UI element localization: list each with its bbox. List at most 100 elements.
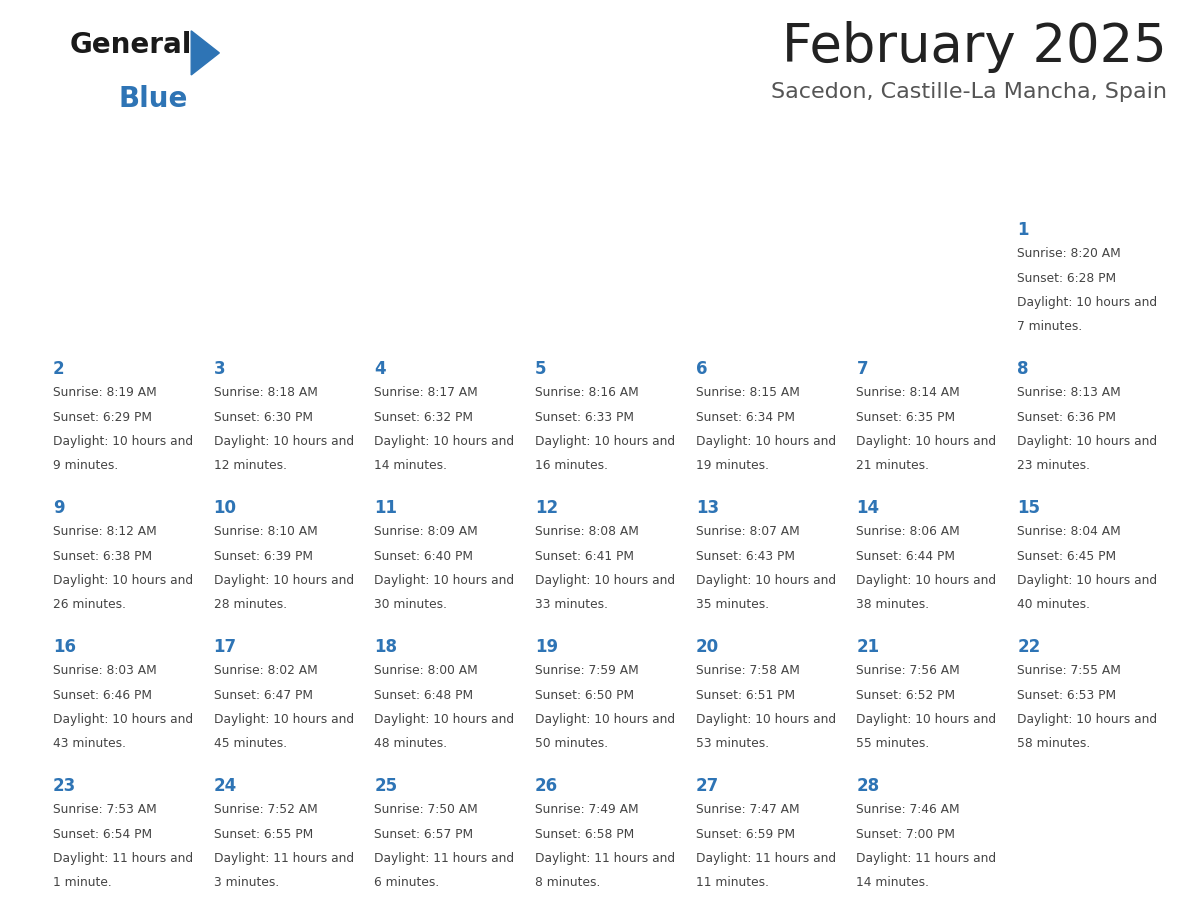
Text: Sunrise: 8:10 AM: Sunrise: 8:10 AM bbox=[214, 525, 317, 538]
Text: Sunrise: 8:15 AM: Sunrise: 8:15 AM bbox=[696, 386, 800, 399]
Text: Sunset: 6:38 PM: Sunset: 6:38 PM bbox=[52, 550, 152, 563]
Text: Sunrise: 8:14 AM: Sunrise: 8:14 AM bbox=[857, 386, 960, 399]
Text: February 2025: February 2025 bbox=[782, 21, 1167, 73]
Text: Sunset: 6:30 PM: Sunset: 6:30 PM bbox=[214, 410, 312, 423]
Text: 16 minutes.: 16 minutes. bbox=[535, 459, 608, 472]
Text: 58 minutes.: 58 minutes. bbox=[1017, 737, 1091, 750]
Text: Sunrise: 7:46 AM: Sunrise: 7:46 AM bbox=[857, 803, 960, 816]
Text: 12: 12 bbox=[535, 498, 558, 517]
Text: Saturday: Saturday bbox=[1019, 178, 1110, 196]
Text: Sunset: 6:32 PM: Sunset: 6:32 PM bbox=[374, 410, 473, 423]
Text: Sunrise: 8:08 AM: Sunrise: 8:08 AM bbox=[535, 525, 639, 538]
Text: Daylight: 10 hours and: Daylight: 10 hours and bbox=[1017, 435, 1157, 448]
Text: Sunset: 6:51 PM: Sunset: 6:51 PM bbox=[696, 688, 795, 701]
Text: Sunrise: 8:20 AM: Sunrise: 8:20 AM bbox=[1017, 247, 1121, 260]
Text: 12 minutes.: 12 minutes. bbox=[214, 459, 286, 472]
Text: 14 minutes.: 14 minutes. bbox=[374, 459, 447, 472]
Text: 50 minutes.: 50 minutes. bbox=[535, 737, 608, 750]
Text: 9: 9 bbox=[52, 498, 64, 517]
Text: Sunrise: 8:02 AM: Sunrise: 8:02 AM bbox=[214, 665, 317, 677]
Text: 22: 22 bbox=[1017, 638, 1041, 655]
Text: Daylight: 11 hours and: Daylight: 11 hours and bbox=[696, 852, 836, 865]
Text: 40 minutes.: 40 minutes. bbox=[1017, 599, 1091, 611]
Text: Daylight: 10 hours and: Daylight: 10 hours and bbox=[857, 435, 997, 448]
Text: Sunset: 6:45 PM: Sunset: 6:45 PM bbox=[1017, 550, 1117, 563]
Text: Daylight: 11 hours and: Daylight: 11 hours and bbox=[52, 852, 192, 865]
Text: 6: 6 bbox=[696, 360, 707, 378]
Text: 48 minutes.: 48 minutes. bbox=[374, 737, 448, 750]
Text: 33 minutes.: 33 minutes. bbox=[535, 599, 608, 611]
Text: Sunset: 6:33 PM: Sunset: 6:33 PM bbox=[535, 410, 634, 423]
Text: Tuesday: Tuesday bbox=[375, 178, 457, 196]
Text: 28: 28 bbox=[857, 777, 879, 795]
Text: Daylight: 10 hours and: Daylight: 10 hours and bbox=[857, 713, 997, 726]
Text: 7 minutes.: 7 minutes. bbox=[1017, 320, 1082, 333]
Text: Sunset: 6:53 PM: Sunset: 6:53 PM bbox=[1017, 688, 1117, 701]
Text: 15: 15 bbox=[1017, 498, 1041, 517]
Text: Monday: Monday bbox=[215, 178, 295, 196]
Text: Sunrise: 8:03 AM: Sunrise: 8:03 AM bbox=[52, 665, 157, 677]
Text: Sunrise: 7:55 AM: Sunrise: 7:55 AM bbox=[1017, 665, 1121, 677]
Text: Sunrise: 8:12 AM: Sunrise: 8:12 AM bbox=[52, 525, 157, 538]
Text: 3 minutes.: 3 minutes. bbox=[214, 876, 279, 890]
Text: Sunrise: 8:17 AM: Sunrise: 8:17 AM bbox=[374, 386, 478, 399]
Text: 3: 3 bbox=[214, 360, 226, 378]
Text: Sunset: 6:54 PM: Sunset: 6:54 PM bbox=[52, 827, 152, 841]
Text: Sunset: 6:35 PM: Sunset: 6:35 PM bbox=[857, 410, 955, 423]
Text: 28 minutes.: 28 minutes. bbox=[214, 599, 286, 611]
Text: 38 minutes.: 38 minutes. bbox=[857, 599, 929, 611]
Text: Sunset: 6:29 PM: Sunset: 6:29 PM bbox=[52, 410, 152, 423]
Text: Sunset: 6:43 PM: Sunset: 6:43 PM bbox=[696, 550, 795, 563]
Text: Daylight: 10 hours and: Daylight: 10 hours and bbox=[214, 574, 354, 587]
Text: Daylight: 10 hours and: Daylight: 10 hours and bbox=[535, 435, 675, 448]
Text: Sunrise: 7:58 AM: Sunrise: 7:58 AM bbox=[696, 665, 800, 677]
Text: 9 minutes.: 9 minutes. bbox=[52, 459, 118, 472]
Text: Sunrise: 8:09 AM: Sunrise: 8:09 AM bbox=[374, 525, 478, 538]
Text: Sunset: 6:39 PM: Sunset: 6:39 PM bbox=[214, 550, 312, 563]
Text: Sunrise: 7:56 AM: Sunrise: 7:56 AM bbox=[857, 665, 960, 677]
Text: 6 minutes.: 6 minutes. bbox=[374, 876, 440, 890]
Text: 16: 16 bbox=[52, 638, 76, 655]
Text: Sunset: 6:47 PM: Sunset: 6:47 PM bbox=[214, 688, 312, 701]
Text: Daylight: 10 hours and: Daylight: 10 hours and bbox=[374, 574, 514, 587]
Text: Sunrise: 8:13 AM: Sunrise: 8:13 AM bbox=[1017, 386, 1121, 399]
Text: 25: 25 bbox=[374, 777, 398, 795]
Text: Sunday: Sunday bbox=[55, 178, 129, 196]
Text: 45 minutes.: 45 minutes. bbox=[214, 737, 286, 750]
Text: 19: 19 bbox=[535, 638, 558, 655]
Text: 4: 4 bbox=[374, 360, 386, 378]
Text: Daylight: 11 hours and: Daylight: 11 hours and bbox=[374, 852, 514, 865]
Text: Sunset: 6:28 PM: Sunset: 6:28 PM bbox=[1017, 272, 1117, 285]
Text: Sunset: 6:44 PM: Sunset: 6:44 PM bbox=[857, 550, 955, 563]
Text: Sunrise: 8:06 AM: Sunrise: 8:06 AM bbox=[857, 525, 960, 538]
Text: Sunrise: 7:53 AM: Sunrise: 7:53 AM bbox=[52, 803, 157, 816]
Text: 30 minutes.: 30 minutes. bbox=[374, 599, 447, 611]
Text: Daylight: 10 hours and: Daylight: 10 hours and bbox=[1017, 574, 1157, 587]
Text: Daylight: 10 hours and: Daylight: 10 hours and bbox=[52, 574, 192, 587]
Text: 53 minutes.: 53 minutes. bbox=[696, 737, 769, 750]
Text: 11 minutes.: 11 minutes. bbox=[696, 876, 769, 890]
Text: Sunset: 6:50 PM: Sunset: 6:50 PM bbox=[535, 688, 634, 701]
Text: Daylight: 10 hours and: Daylight: 10 hours and bbox=[374, 713, 514, 726]
Text: Sunset: 6:48 PM: Sunset: 6:48 PM bbox=[374, 688, 473, 701]
Text: Sacedon, Castille-La Mancha, Spain: Sacedon, Castille-La Mancha, Spain bbox=[771, 82, 1167, 102]
Text: Daylight: 10 hours and: Daylight: 10 hours and bbox=[535, 574, 675, 587]
Text: 20: 20 bbox=[696, 638, 719, 655]
Text: Sunrise: 7:49 AM: Sunrise: 7:49 AM bbox=[535, 803, 639, 816]
Text: 8: 8 bbox=[1017, 360, 1029, 378]
Text: Daylight: 10 hours and: Daylight: 10 hours and bbox=[1017, 713, 1157, 726]
Text: Sunset: 6:41 PM: Sunset: 6:41 PM bbox=[535, 550, 634, 563]
Text: 23: 23 bbox=[52, 777, 76, 795]
Text: 27: 27 bbox=[696, 777, 719, 795]
Text: 21: 21 bbox=[857, 638, 879, 655]
Text: Daylight: 11 hours and: Daylight: 11 hours and bbox=[535, 852, 675, 865]
Text: Sunset: 6:34 PM: Sunset: 6:34 PM bbox=[696, 410, 795, 423]
Text: General: General bbox=[70, 31, 192, 59]
Text: Friday: Friday bbox=[858, 178, 921, 196]
Text: Sunrise: 8:00 AM: Sunrise: 8:00 AM bbox=[374, 665, 478, 677]
Text: Sunrise: 7:50 AM: Sunrise: 7:50 AM bbox=[374, 803, 478, 816]
Text: 43 minutes.: 43 minutes. bbox=[52, 737, 126, 750]
Text: Sunrise: 8:18 AM: Sunrise: 8:18 AM bbox=[214, 386, 317, 399]
Text: Sunrise: 8:16 AM: Sunrise: 8:16 AM bbox=[535, 386, 639, 399]
Text: Sunrise: 7:59 AM: Sunrise: 7:59 AM bbox=[535, 665, 639, 677]
